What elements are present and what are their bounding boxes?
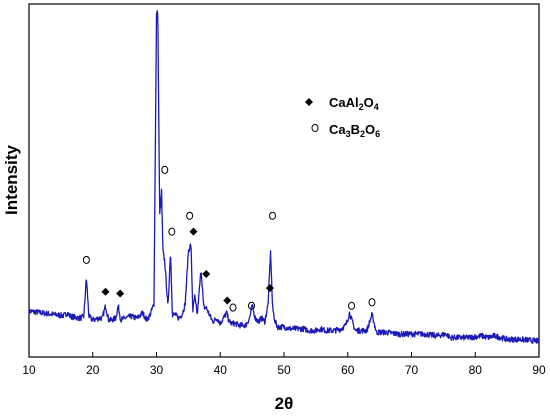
legend-label-caal2o4: CaAl2O4 [329,95,379,112]
ca3b2o6-peak-marker [368,298,376,307]
x-tick-label: 40 [214,363,228,377]
caal2o4-peak-marker [265,284,274,293]
y-axis-label: Intensity [2,145,21,215]
x-tick-label: 50 [277,363,291,377]
x-axis-label: 2θ [275,394,294,413]
x-tick-label: 70 [405,363,419,377]
legend-item-ca3b2o6: Ca3B2O6 [311,122,380,139]
legend-label-ca3b2o6: Ca3B2O6 [329,122,380,139]
plot-frame [28,3,540,358]
ca3b2o6-peak-marker [229,303,237,312]
ca3b2o6-peak-marker [168,227,176,236]
ca3b2o6-peak-marker [348,301,356,310]
ca3b2o6-peak-marker [247,301,255,310]
caal2o4-peak-marker [116,289,125,298]
caal2o4-peak-marker [223,296,232,305]
legend: CaAl2O4 Ca3B2O6 [305,95,380,139]
x-tick-label: 90 [532,363,546,377]
x-tick-label: 60 [341,363,355,377]
ca3b2o6-peak-marker [269,211,277,220]
caal2o4-peak-marker [202,270,211,279]
x-axis-ticks: 10 20 30 40 50 60 70 80 90 [22,352,546,377]
ca3b2o6-peak-marker [161,165,169,175]
x-tick-label: 10 [22,363,36,377]
x-tick-label: 80 [469,363,483,377]
xrd-series-line [28,10,540,344]
peak-markers [82,165,376,312]
legend-circle-marker [311,123,319,133]
x-tick-label: 20 [86,363,100,377]
series-layer [28,10,540,344]
x-tick-label: 30 [150,363,164,377]
ca3b2o6-peak-marker [186,211,194,220]
legend-item-caal2o4: CaAl2O4 [305,95,379,112]
ca3b2o6-peak-marker [82,255,90,265]
caal2o4-peak-marker [101,287,110,296]
legend-diamond-marker [305,98,313,106]
caal2o4-peak-marker [189,227,198,236]
